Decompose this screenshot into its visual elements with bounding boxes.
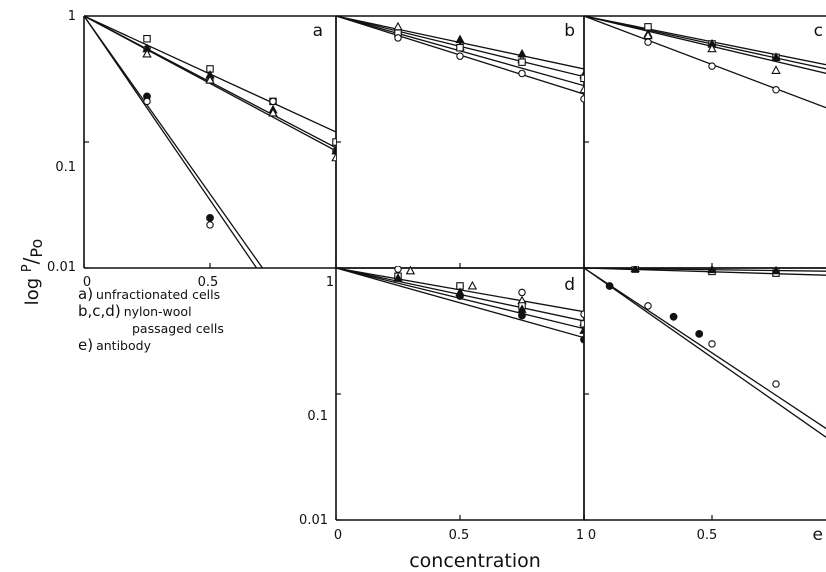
data-point-a-filled-triangle-2-4 (331, 145, 336, 155)
points-group-c (643, 23, 781, 94)
data-point-d-filled-circle-4-0 (456, 292, 464, 300)
data-point-a-open-triangle-3-4 (331, 152, 336, 162)
fit-group-c (584, 15, 826, 109)
tick-a-y-1: 1 (68, 9, 76, 24)
data-point-a-open-circle-5-1 (143, 97, 151, 106)
tick-d-x-0.5: 0.5 (449, 528, 470, 543)
data-point-a-open-circle-5-2 (206, 221, 214, 229)
data-points-layer (142, 21, 781, 388)
data-point-e-filled-circle-2-0 (605, 282, 614, 290)
fit-line-c-2 (584, 15, 826, 75)
data-point-a-filled-circle-4-2 (206, 213, 214, 222)
fit-group-e (584, 267, 826, 438)
panel-label-b: b (564, 21, 575, 41)
data-point-a-open-triangle-3-2 (205, 74, 215, 84)
legend-item-e: e) antibody (78, 337, 224, 354)
data-point-b-open-square-2-2 (518, 58, 526, 66)
data-point-b-open-triangle-1-0 (393, 21, 403, 31)
data-point-c-open-circle-3-2 (772, 85, 780, 94)
data-point-b-open-circle-3-0 (394, 34, 402, 42)
data-point-e-open-circle-3-1 (708, 340, 716, 348)
data-point-a-open-circle-1-3 (269, 97, 277, 106)
legend-text-a: unfractionated cells (96, 287, 221, 302)
tick-a-x-1: 1 (326, 275, 334, 290)
data-point-d-open-circle-0-0 (394, 266, 402, 273)
panel-label-c: c (814, 21, 823, 41)
data-point-c-open-triangle-2-1 (707, 43, 717, 53)
tick-d-y-0.01: 0.01 (299, 513, 328, 528)
data-point-a-open-triangle-3-1 (142, 48, 152, 58)
legend-text-e: antibody (96, 338, 151, 353)
points-group-d (393, 266, 584, 344)
data-point-c-open-circle-3-0 (644, 38, 652, 46)
data-point-b-open-triangle-1-3 (579, 84, 584, 94)
data-point-a-open-square-0-1 (143, 34, 151, 43)
fit-lines-layer (84, 15, 826, 438)
panel-label-d: d (564, 275, 575, 295)
fit-line-d-3 (336, 267, 584, 339)
data-point-b-open-circle-3-2 (518, 69, 526, 78)
legend-key-bcd: b,c,d) (78, 302, 121, 320)
tick-d-x-1: 1 (576, 528, 584, 543)
legend-text-bcd-cont: passaged cells (132, 321, 224, 336)
y-axis-label: log P/Po (19, 239, 46, 306)
data-point-d-open-triangle-1-1 (467, 280, 478, 290)
legend-key-a: a) (78, 285, 94, 303)
labels-layer: 1 0.1 0.01 0 0.5 1 0.1 0.01 0 0.5 1 0 0.… (19, 9, 823, 572)
axes-layer (83, 15, 826, 521)
data-point-a-open-square-0-4 (332, 138, 336, 146)
data-point-e-filled-triangle-1-1 (707, 266, 717, 274)
tick-e-x-0: 0 (588, 528, 596, 543)
data-point-d-filled-triangle-3-3 (579, 325, 584, 334)
data-point-b-open-circle-3-3 (580, 95, 584, 103)
points-group-a (142, 34, 336, 229)
panel-label-a: a (313, 21, 323, 41)
data-point-d-open-triangle-1-0 (405, 266, 416, 275)
data-point-c-open-circle-3-1 (708, 62, 716, 70)
legend-text-bcd: nylon-wool (123, 304, 192, 319)
tick-a-y-0.1: 0.1 (55, 160, 76, 175)
data-point-e-filled-triangle-1-0 (630, 266, 640, 273)
data-point-b-filled-triangle-0-1 (455, 34, 465, 44)
points-group-e (605, 266, 781, 388)
fit-line-e-2 (584, 267, 826, 430)
data-point-b-open-square-2-1 (456, 43, 464, 52)
legend-item-bcd: b,c,d) nylon-wool (78, 303, 224, 320)
data-point-c-filled-triangle-1-2 (771, 52, 781, 61)
data-point-e-filled-triangle-1-2 (771, 266, 781, 275)
data-point-e-open-circle-3-0 (644, 302, 652, 310)
legend-item-a: a) unfractionated cells (78, 286, 224, 303)
panel-label-e: e (813, 525, 823, 545)
tick-d-x-0: 0 (334, 528, 342, 543)
fit-line-e-3 (584, 267, 826, 438)
data-point-e-filled-circle-2-2 (695, 329, 704, 338)
legend-item-bcd-cont: passaged cells (78, 320, 224, 337)
fit-group-d (336, 267, 584, 339)
data-point-c-open-triangle-2-2 (771, 65, 781, 74)
data-point-d-filled-circle-4-1 (518, 311, 526, 320)
x-axis-label: concentration (409, 550, 541, 572)
data-point-d-open-circle-0-3 (580, 310, 584, 318)
tick-a-x-0.5: 0.5 (198, 275, 219, 290)
data-point-d-open-circle-0-2 (518, 288, 526, 297)
points-group-b (393, 21, 584, 103)
tick-e-x-0.5: 0.5 (697, 528, 718, 543)
data-point-e-open-circle-3-2 (772, 380, 780, 388)
legend: a) unfractionated cells b,c,d) nylon-woo… (78, 286, 224, 354)
data-point-a-open-triangle-3-3 (268, 107, 278, 117)
data-point-b-open-square-2-3 (580, 74, 584, 83)
data-point-d-filled-circle-4-2 (580, 335, 584, 344)
data-point-d-filled-triangle-3-0 (393, 273, 403, 282)
fit-line-a-4 (84, 15, 264, 268)
tick-d-y-0.1: 0.1 (307, 409, 328, 424)
legend-key-e: e) (78, 336, 94, 354)
tick-a-x-0: 0 (83, 275, 91, 290)
tick-a-y-0.01: 0.01 (47, 260, 76, 275)
data-point-e-filled-circle-2-1 (669, 312, 678, 321)
fit-line-a-3 (84, 15, 258, 268)
data-point-b-open-circle-3-1 (456, 52, 464, 60)
